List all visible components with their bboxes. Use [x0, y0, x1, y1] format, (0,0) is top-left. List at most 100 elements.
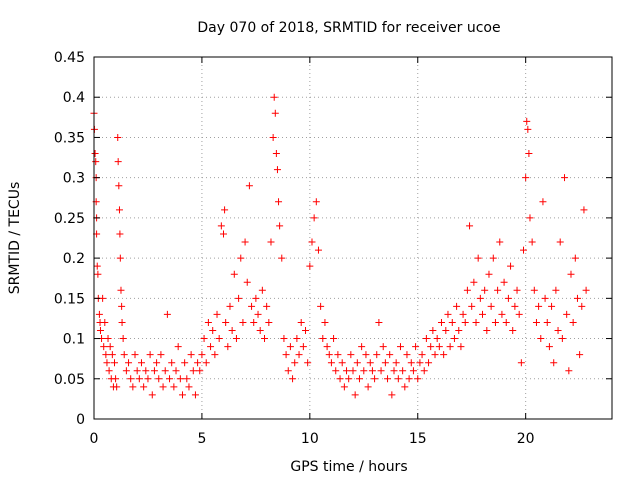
chart-title: Day 070 of 2018, SRMTID for receiver uco… — [197, 20, 500, 36]
data-point — [444, 310, 452, 318]
data-point — [463, 286, 471, 294]
data-point — [418, 351, 426, 359]
data-point — [384, 375, 392, 383]
data-point — [230, 270, 238, 278]
data-point — [429, 327, 437, 335]
data-point — [517, 359, 525, 367]
data-point — [580, 206, 588, 214]
data-points — [90, 93, 590, 399]
data-point — [115, 206, 123, 214]
data-point — [118, 318, 126, 326]
data-point — [113, 383, 121, 391]
data-point — [269, 133, 277, 141]
data-point — [220, 230, 227, 238]
data-point — [556, 238, 564, 246]
axis-ticks — [93, 56, 612, 420]
data-point — [122, 367, 130, 375]
data-point — [507, 262, 515, 270]
data-point — [273, 166, 281, 174]
data-point — [299, 343, 307, 351]
data-point — [191, 391, 199, 399]
data-point — [543, 318, 551, 326]
data-point — [330, 335, 338, 343]
data-point — [358, 343, 366, 351]
data-point — [366, 359, 374, 367]
data-point — [388, 391, 396, 399]
data-point — [102, 351, 110, 359]
data-point — [142, 367, 150, 375]
data-point — [114, 133, 122, 141]
data-point — [215, 335, 223, 343]
data-point — [355, 375, 363, 383]
data-point — [243, 278, 251, 286]
data-point — [450, 335, 458, 343]
data-point — [522, 174, 530, 182]
data-point — [116, 230, 124, 238]
data-point — [548, 302, 556, 310]
data-point — [582, 286, 590, 294]
y-tick-label: 0.4 — [63, 90, 85, 106]
data-point — [254, 310, 262, 318]
data-point — [377, 367, 385, 375]
data-point — [115, 182, 123, 190]
data-point — [144, 375, 152, 383]
data-point — [360, 367, 368, 375]
data-point — [401, 383, 409, 391]
data-point — [135, 375, 143, 383]
data-point — [381, 359, 389, 367]
data-point — [153, 359, 161, 367]
data-point — [515, 310, 523, 318]
data-point — [278, 254, 286, 262]
data-point — [483, 327, 491, 335]
data-point — [476, 294, 484, 302]
data-point — [511, 302, 519, 310]
data-point — [204, 318, 212, 326]
data-point — [275, 198, 283, 206]
data-point — [202, 359, 210, 367]
data-point — [323, 343, 331, 351]
data-point — [446, 343, 454, 351]
data-point — [351, 391, 359, 399]
data-point — [118, 302, 126, 310]
data-point — [567, 270, 575, 278]
data-point — [196, 367, 204, 375]
data-point — [302, 327, 310, 335]
data-point — [394, 375, 402, 383]
data-point — [189, 367, 197, 375]
data-point — [535, 302, 543, 310]
data-point — [125, 359, 133, 367]
data-point — [442, 327, 450, 335]
data-point — [373, 351, 381, 359]
data-point — [224, 343, 232, 351]
data-point — [137, 359, 145, 367]
data-point — [362, 351, 370, 359]
data-point — [371, 375, 379, 383]
data-point — [565, 367, 573, 375]
data-point — [312, 198, 320, 206]
data-point — [198, 351, 206, 359]
data-point — [181, 359, 189, 367]
data-point — [168, 359, 176, 367]
data-point — [99, 294, 107, 302]
data-point — [187, 351, 195, 359]
data-point — [194, 359, 202, 367]
data-point — [120, 351, 128, 359]
data-point — [457, 343, 465, 351]
data-point — [319, 335, 327, 343]
data-point — [498, 310, 506, 318]
data-point — [140, 383, 148, 391]
data-point — [95, 310, 103, 318]
data-point — [235, 294, 243, 302]
data-point — [550, 359, 558, 367]
data-point — [349, 367, 357, 375]
data-point — [170, 383, 178, 391]
data-point — [386, 351, 394, 359]
data-point — [133, 367, 141, 375]
data-point — [267, 238, 275, 246]
data-point — [552, 286, 560, 294]
y-tick-labels: 0 0.05 0.1 0.15 0.2 0.25 0.3 0.35 0.4 0.45 — [54, 50, 85, 428]
data-point — [213, 310, 221, 318]
data-point — [347, 351, 355, 359]
data-point — [563, 310, 571, 318]
